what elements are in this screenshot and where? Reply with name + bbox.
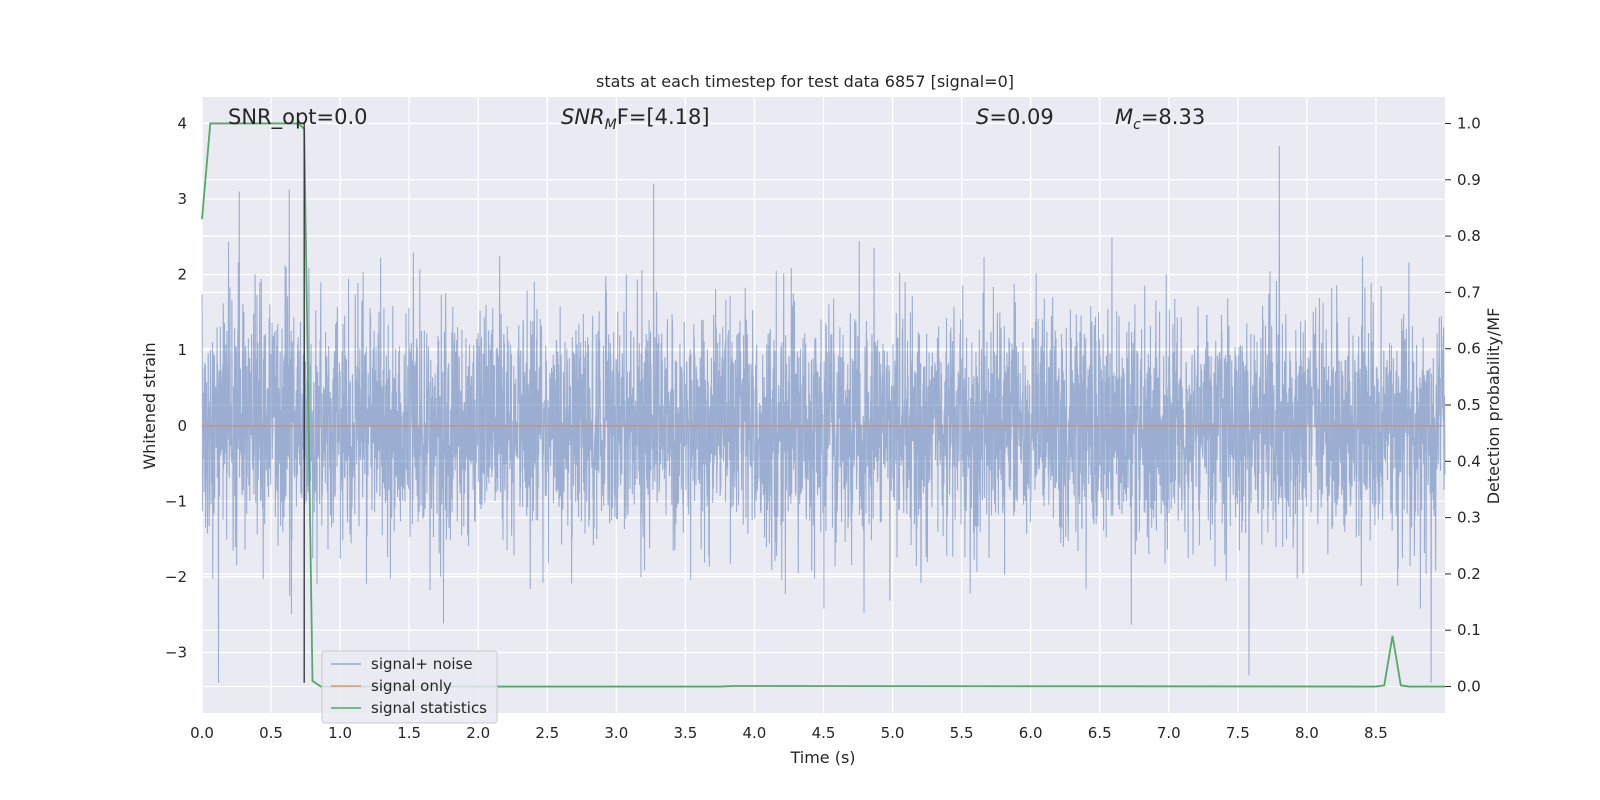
legend-label-signal-noise: signal+ noise [371, 655, 473, 673]
y-axis-label: Whitened strain [140, 342, 159, 469]
x-tick-label: 1.5 [397, 724, 421, 742]
y2-tick-label: 0.6 [1457, 340, 1481, 358]
legend-label-signal-statistics: signal statistics [371, 699, 487, 717]
legend-box [321, 650, 498, 724]
x-tick-label: 0.5 [259, 724, 283, 742]
y2-tick-label: 0.0 [1457, 678, 1481, 696]
y-tick-label: 1 [177, 341, 187, 359]
y2-tick-label: 0.5 [1457, 396, 1481, 414]
y-tick-label: 3 [177, 190, 187, 208]
x-tick-label: 2.0 [466, 724, 490, 742]
annotation-mc-sub: c [1133, 117, 1141, 133]
annotation-snr-mf: SNRMF=[4.18] [561, 105, 710, 133]
annotation-s-var: S [976, 105, 989, 129]
series-signal-statistics [201, 122, 1445, 688]
y-tick-label: −2 [165, 568, 187, 586]
y2-tick-label: 0.1 [1457, 621, 1481, 639]
y2-tick-label: 0.7 [1457, 283, 1481, 301]
legend: signal+ noise signal only signal statist… [321, 650, 498, 724]
y-tick-label: 2 [177, 266, 187, 284]
y2-tick-label: 0.2 [1457, 565, 1481, 583]
x-tick-label: 0.0 [190, 724, 214, 742]
annotation-snr-mf-tail: F=[4.18] [617, 105, 710, 129]
x-tick-label: 4.0 [743, 724, 767, 742]
annotation-snr-mf-sub: M [605, 117, 617, 133]
annotation-mc-val: =8.33 [1141, 105, 1205, 129]
y2-tick-label: 0.8 [1457, 227, 1481, 245]
x-tick-label: 8.0 [1295, 724, 1319, 742]
y2-tick-label: 1.0 [1457, 114, 1481, 132]
y2-tick-label: 0.9 [1457, 171, 1481, 189]
x-tick-label: 6.5 [1088, 724, 1112, 742]
y2-tick-label: 0.4 [1457, 452, 1481, 470]
x-tick-label: 3.0 [604, 724, 628, 742]
x-tick-label: 2.5 [535, 724, 559, 742]
annotation-s-val: =0.09 [989, 105, 1053, 129]
annotation-snr-opt: SNR_opt=0.0 [228, 105, 368, 130]
x-tick-label: 4.5 [812, 724, 836, 742]
x-axis-label: Time (s) [789, 748, 855, 767]
x-tick-label: 5.5 [950, 724, 974, 742]
y2-axis-label: Detection probability/MF [1484, 308, 1503, 505]
x-tick-label: 7.5 [1226, 724, 1250, 742]
y-tick-label: −1 [165, 492, 187, 510]
legend-label-signal-only: signal only [371, 677, 452, 695]
y-tick-label: −3 [165, 644, 187, 662]
x-tick-label: 6.0 [1019, 724, 1043, 742]
chart-title: stats at each timestep for test data 685… [596, 72, 1014, 91]
y-tick-label: 4 [177, 114, 187, 132]
x-tick-label: 1.0 [328, 724, 352, 742]
series-signal-noise [201, 146, 1446, 683]
x-tick-label: 3.5 [673, 724, 697, 742]
y2-tick-label: 0.3 [1457, 509, 1481, 527]
x-tick-label: 8.5 [1364, 724, 1388, 742]
x-tick-label: 5.0 [881, 724, 905, 742]
annotation-mc-var: M [1115, 105, 1133, 129]
annotation-s: S=0.09 [976, 105, 1054, 129]
x-tick-label: 7.0 [1157, 724, 1181, 742]
annotation-mc: Mc=8.33 [1115, 105, 1205, 133]
y-tick-label: 0 [177, 417, 187, 435]
annotation-snr-mf-base: SNR [561, 105, 605, 129]
